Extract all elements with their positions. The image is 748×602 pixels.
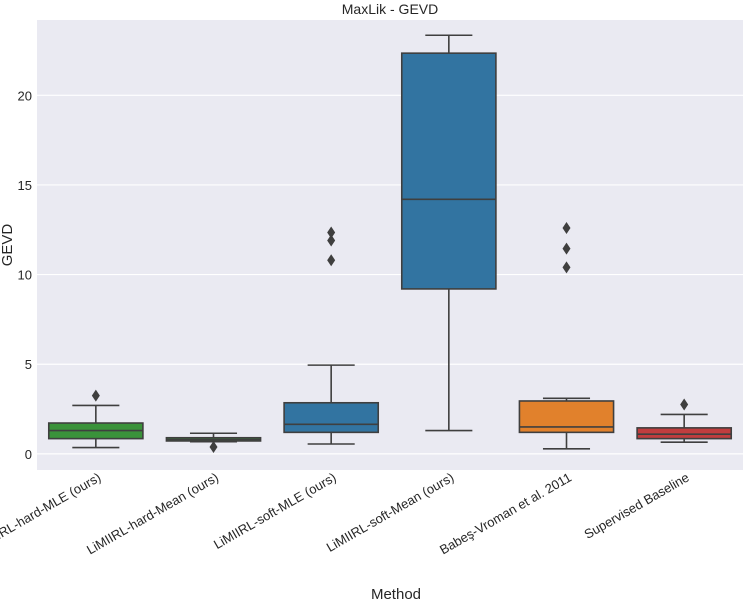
y-tick-label-10: 10: [18, 268, 32, 283]
outlier-point-3: [327, 226, 336, 239]
outlier-point-1: [209, 441, 218, 454]
y-tick-label-20: 20: [18, 88, 32, 103]
iqr-box: [283, 401, 380, 434]
iqr-box: [636, 427, 733, 440]
x-tick-label-5: Babeş-Vroman et al. 2011: [437, 470, 574, 558]
y-axis-ticks: 0 5 10 15 20: [18, 88, 32, 462]
box-3: [283, 226, 380, 445]
y-tick-label-0: 0: [25, 447, 32, 462]
outlier-point-3: [562, 221, 571, 234]
box-2: [165, 432, 262, 454]
box-1: [47, 389, 144, 449]
chart-title: MaxLik - GEVD: [342, 1, 438, 17]
outlier-point-1: [680, 398, 689, 411]
x-tick-label-4: LiMIIRL-soft-Mean (ours): [324, 470, 457, 555]
gridlines: [37, 94, 743, 455]
x-tick-label-2: LiMIIRL-hard-Mean (ours): [84, 470, 221, 558]
x-axis-ticks: LiMIIRL-hard-MLE (ours)LiMIIRL-hard-Mean…: [0, 470, 692, 558]
x-tick-label-6: Supervised Baseline: [582, 470, 692, 542]
boxes: [47, 34, 733, 454]
y-tick-label-15: 15: [18, 178, 32, 193]
outlier-point-1: [91, 389, 100, 402]
iqr-box: [400, 52, 497, 290]
outlier-point-2: [562, 242, 571, 255]
box-4: [400, 34, 497, 432]
y-axis-label: GEVD: [0, 224, 16, 267]
box-6: [636, 398, 733, 444]
x-axis-label: Method: [371, 586, 421, 602]
outlier-point-1: [327, 254, 336, 267]
plot-area: [37, 20, 743, 470]
outlier-point-1: [562, 261, 571, 274]
outlier-point-2: [327, 234, 336, 247]
x-tick-label-3: LiMIIRL-soft-MLE (ours): [211, 470, 339, 552]
y-tick-label-5: 5: [25, 357, 32, 372]
box-5: [518, 221, 615, 450]
